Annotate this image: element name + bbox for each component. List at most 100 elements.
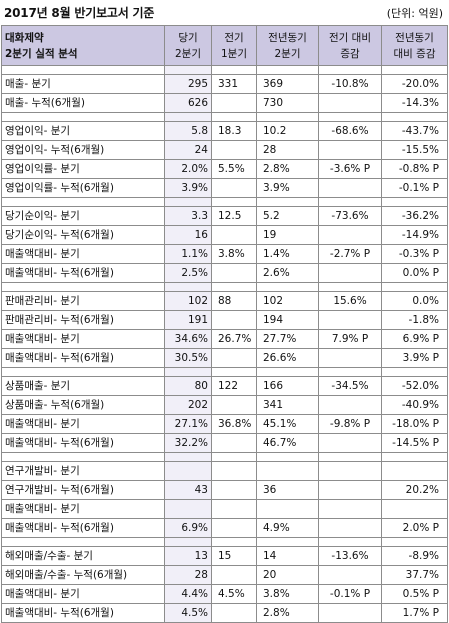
current-quarter-value [164,461,212,481]
separator-cell [1,112,165,122]
previous-quarter-value: 5.5% [211,159,257,179]
separator-cell [211,112,257,122]
separator-cell [318,65,382,75]
current-quarter-value [164,499,212,519]
yoy-change-value: 0.5% P [381,584,448,604]
prior-year-value: 2.6% [256,263,319,283]
yoy-change-value: 20.2% [381,480,448,500]
qoq-change-value [318,348,382,368]
current-quarter-value: 191 [164,310,212,330]
header-col1-line2: 2분기 [174,47,201,60]
current-quarter-value: 28 [164,565,212,585]
separator-cell [211,197,257,207]
yoy-change-value: -43.7% [381,121,448,141]
yoy-change-value: -14.3% [381,93,448,113]
yoy-change-value: -0.3% P [381,244,448,264]
row-label: 매출액대비- 누적(6개월) [1,603,165,623]
earnings-table: 대화제약 2분기 실적 분석 당기 2분기 전기 1분기 전년동기 2분기 전기… [1,25,448,623]
separator-cell [256,452,319,462]
yoy-change-value: 3.9% P [381,348,448,368]
previous-quarter-value [211,603,257,623]
table-row: 당기순이익- 분기 3.3 12.5 5.2 -73.6% -36.2% [1,206,448,226]
previous-quarter-value: 4.5% [211,584,257,604]
qoq-change-value: -10.8% [318,74,382,94]
previous-quarter-value: 12.5 [211,206,257,226]
table-row: 매출액대비- 분기 [1,499,448,519]
separator-cell [211,452,257,462]
yoy-change-value: -52.0% [381,376,448,396]
report-title: 2017년 8월 반기보고서 기준 [4,6,155,20]
table-row: 상품매출- 누적(6개월) 202 341 -40.9% [1,395,448,415]
previous-quarter-value [211,499,257,519]
yoy-change-value: 0.0% P [381,263,448,283]
prior-year-value: 46.7% [256,433,319,453]
qoq-change-value: 15.6% [318,291,382,311]
separator-cell [1,367,165,377]
row-label: 영업이익률- 분기 [1,159,165,179]
group-separator [1,537,448,547]
header-prior-year-quarter: 전년동기 2분기 [256,25,319,66]
separator-cell [318,537,382,547]
yoy-change-value: -14.9% [381,225,448,245]
row-label: 상품매출- 누적(6개월) [1,395,165,415]
header-previous-quarter: 전기 1분기 [211,25,257,66]
separator-cell [1,537,165,547]
qoq-change-value [318,178,382,198]
current-quarter-value: 102 [164,291,212,311]
separator-cell [1,452,165,462]
current-quarter-value: 24 [164,140,212,160]
yoy-change-value: -18.0% P [381,414,448,434]
separator-cell [256,197,319,207]
yoy-change-value: 1.7% P [381,603,448,623]
previous-quarter-value: 88 [211,291,257,311]
table-row: 해외매출/수출- 분기 13 15 14 -13.6% -8.9% [1,546,448,566]
table-row: 당기순이익- 누적(6개월) 16 19 -14.9% [1,225,448,245]
row-label: 매출액대비- 누적(6개월) [1,518,165,538]
current-quarter-value: 2.0% [164,159,212,179]
yoy-change-value: -36.2% [381,206,448,226]
header-yoy-change: 전년동기 대비 증감 [381,25,448,66]
previous-quarter-value: 3.8% [211,244,257,264]
previous-quarter-value [211,93,257,113]
row-label: 매출액대비- 분기 [1,414,165,434]
separator-cell [256,537,319,547]
table-row: 영업이익률- 누적(6개월) 3.9% 3.9% -0.1% P [1,178,448,198]
report-page: 2017년 8월 반기보고서 기준 (단위: 억원) 대화제약 2분기 실적 분… [1,6,448,623]
yoy-change-value: 6.9% P [381,329,448,349]
row-label: 매출액대비- 누적(6개월) [1,263,165,283]
current-quarter-value: 3.3 [164,206,212,226]
prior-year-value: 20 [256,565,319,585]
separator-cell [381,112,448,122]
qoq-change-value [318,461,382,481]
qoq-change-value [318,140,382,160]
prior-year-value: 26.6% [256,348,319,368]
table-row: 영업이익률- 분기 2.0% 5.5% 2.8% -3.6% P -0.8% P [1,159,448,179]
current-quarter-value: 34.6% [164,329,212,349]
row-label: 영업이익- 분기 [1,121,165,141]
prior-year-value: 102 [256,291,319,311]
row-label: 연구개발비- 누적(6개월) [1,480,165,500]
prior-year-value: 369 [256,74,319,94]
row-label: 매출액대비- 분기 [1,329,165,349]
qoq-change-value: -2.7% P [318,244,382,264]
prior-year-value: 28 [256,140,319,160]
separator-cell [211,282,257,292]
prior-year-value: 2.8% [256,159,319,179]
row-label: 매출- 누적(6개월) [1,93,165,113]
prior-year-value: 730 [256,93,319,113]
header-col3-line1: 전년동기 [268,31,307,44]
prior-year-value: 5.2 [256,206,319,226]
previous-quarter-value [211,480,257,500]
header-col5-line2: 대비 증감 [393,47,436,60]
qoq-change-value [318,93,382,113]
separator-cell [1,282,165,292]
group-separator [1,452,448,462]
qoq-change-value [318,565,382,585]
unit-label: (단위: 억원) [386,7,443,20]
row-label: 해외매출/수출- 누적(6개월) [1,565,165,585]
separator-cell [318,197,382,207]
separator-cell [164,65,212,75]
current-quarter-value: 295 [164,74,212,94]
prior-year-value: 27.7% [256,329,319,349]
prior-year-value: 194 [256,310,319,330]
